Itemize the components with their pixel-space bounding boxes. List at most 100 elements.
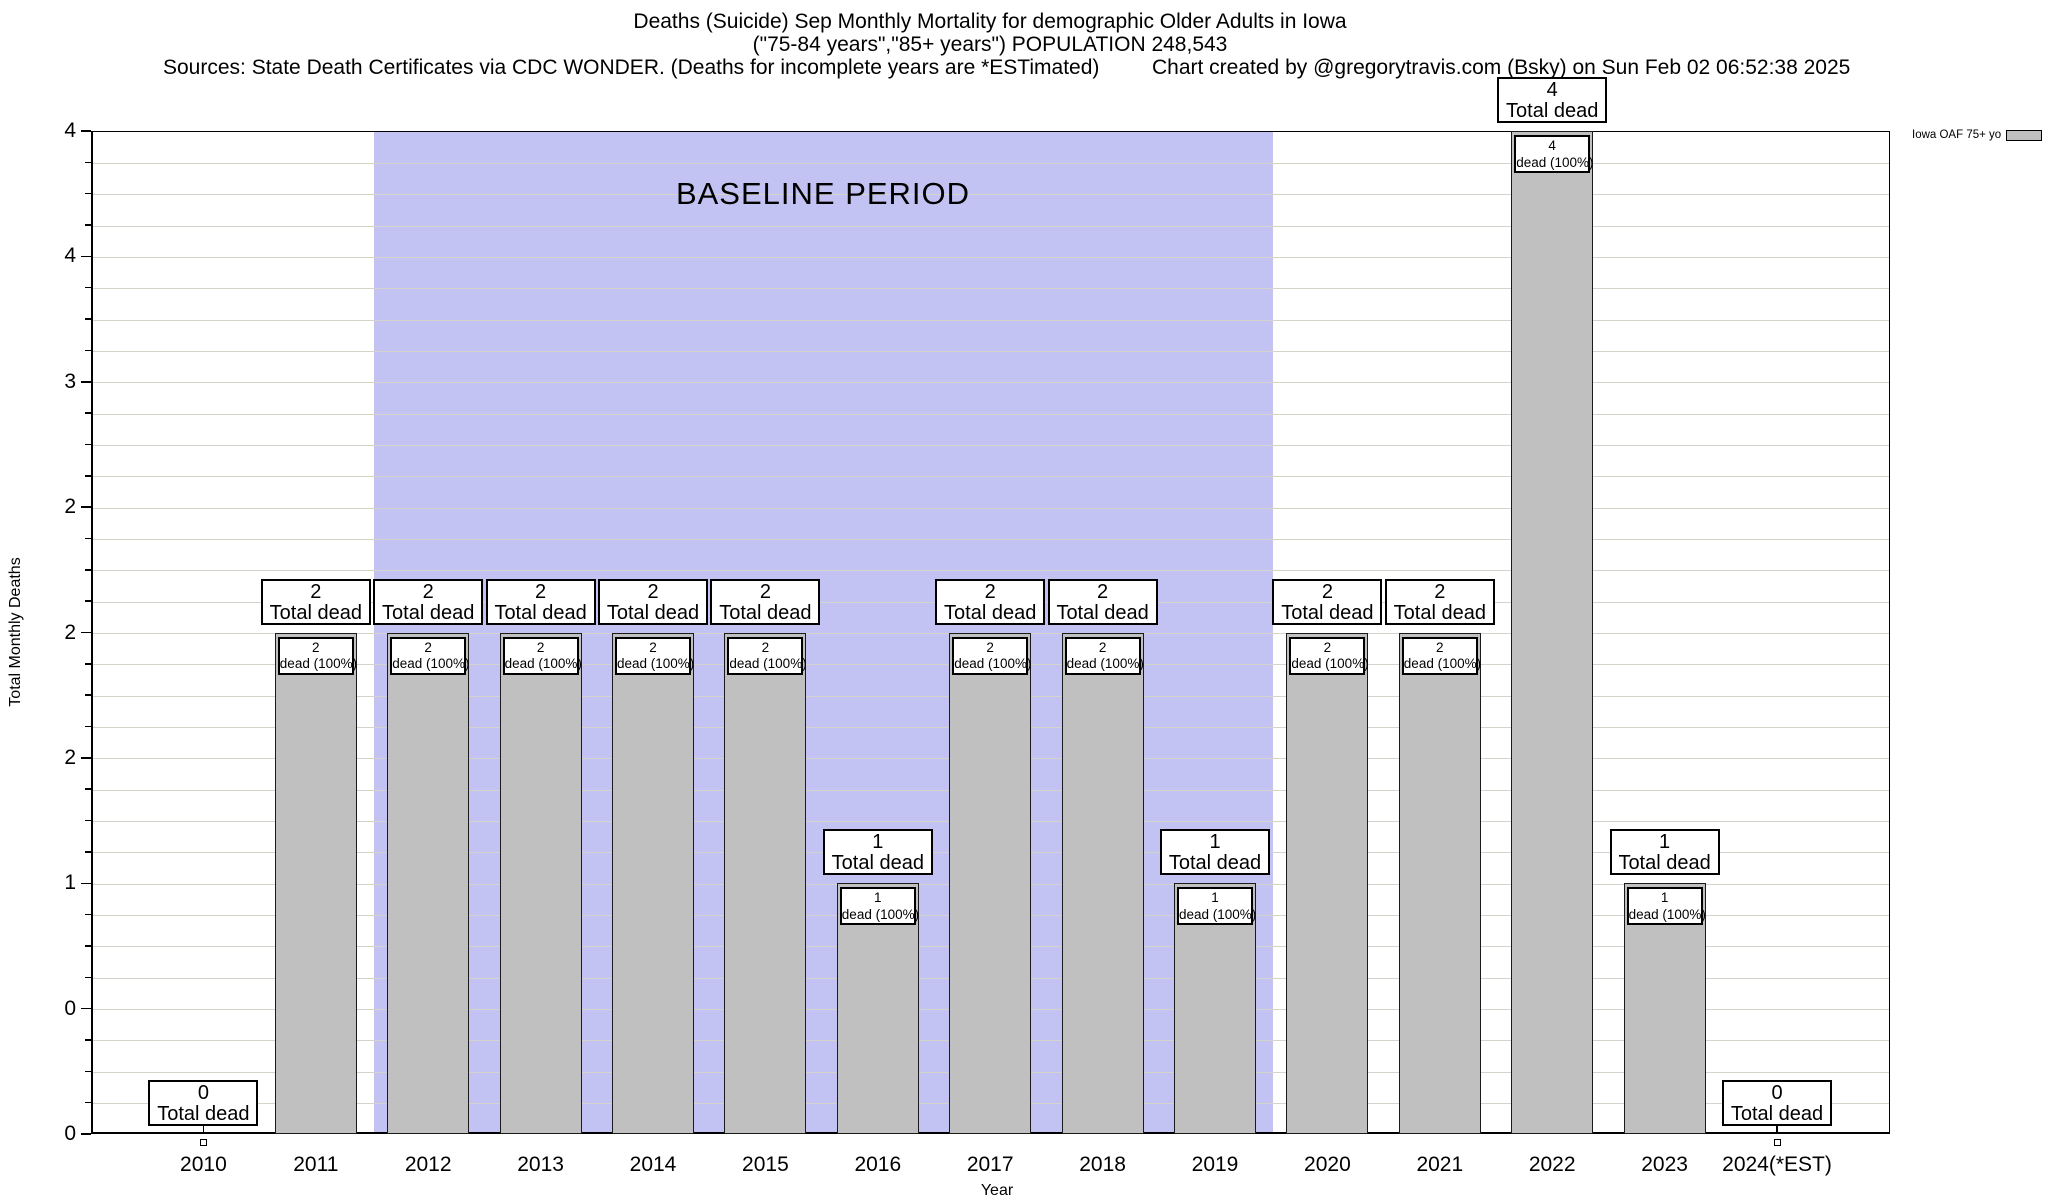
bar-label-pct-2023: 1 dead (100%) [1626, 887, 1706, 926]
pct-value: 2 [1436, 639, 1444, 655]
y-tick-label: 1 [64, 871, 76, 895]
x-tick-label-2022: 2022 [1528, 1153, 1576, 1176]
total-value: 0 [1771, 1082, 1783, 1104]
y-minor-tick [85, 1070, 91, 1073]
total-text: Total dead [269, 601, 362, 624]
bar-label-pct-2016: 1 dead (100%) [839, 887, 919, 926]
y-minor-tick [85, 725, 91, 728]
x-tick-label-2015: 2015 [742, 1153, 789, 1176]
pct-text: dead (100%) [729, 656, 807, 671]
total-value: 2 [535, 580, 547, 603]
bar-label-pct-2012: 2 dead (100%) [390, 636, 470, 675]
zero-marker-2024(*EST) [1773, 1139, 1781, 1146]
y-minor-tick [85, 945, 91, 947]
bar-2020 [1286, 632, 1369, 1134]
bar-label-pct-2021: 2 dead (100%) [1401, 636, 1481, 675]
bar-label-total-2010: 0 Total dead [148, 1080, 259, 1126]
y-tick-label: 2 [64, 620, 76, 644]
total-value: 2 [647, 580, 659, 603]
x-tick-label-2011: 2011 [293, 1153, 339, 1176]
y-tick-label: 0 [64, 996, 76, 1020]
y-minor-tick [85, 1039, 91, 1041]
bar-label-pct-2019: 1 dead (100%) [1177, 887, 1256, 926]
y-minor-tick [85, 694, 91, 696]
legend-series-label: Iowa OAF 75+ yo [1912, 129, 2002, 141]
y-major-tick [81, 255, 91, 258]
y-minor-tick [85, 475, 91, 477]
pct-text: dead (100%) [279, 656, 358, 671]
bar-2018 [1061, 632, 1144, 1134]
bar-2014 [612, 632, 694, 1134]
y-minor-tick [85, 976, 91, 979]
y-minor-tick [85, 443, 91, 446]
x-tick-label-2024(*EST): 2024(*EST) [1722, 1153, 1832, 1176]
total-text: Total dead [1168, 852, 1262, 875]
y-major-tick [81, 757, 91, 759]
chart-sources-note: Sources: State Death Certificates via CD… [163, 56, 1100, 79]
gridline [93, 288, 1889, 290]
total-value: 2 [984, 580, 996, 603]
x-tick-label-2020: 2020 [1304, 1153, 1351, 1176]
gridline [93, 570, 1889, 572]
bar-label-pct-2022: 4 dead (100%) [1514, 135, 1594, 173]
total-value: 2 [1434, 580, 1446, 603]
x-tick-label-2023: 2023 [1641, 1153, 1688, 1176]
y-tick-label: 3 [64, 369, 76, 393]
zero-leader-line-2024(*EST) [1776, 1126, 1778, 1134]
bar-label-total-2015: 2 Total dead [710, 578, 821, 625]
bar-label-total-2019: 1 Total dead [1160, 829, 1270, 876]
y-minor-tick [85, 569, 91, 571]
pct-value: 1 [874, 890, 882, 906]
y-major-tick [81, 381, 91, 383]
pct-value: 2 [1323, 639, 1332, 655]
gridline [93, 225, 1889, 227]
bar-2021 [1398, 632, 1481, 1134]
gridline [93, 538, 1889, 540]
bar-label-pct-2013: 2 dead (100%) [502, 636, 582, 675]
bar-2012 [387, 632, 470, 1134]
bar-2017 [949, 632, 1032, 1134]
pct-text: dead (100%) [1066, 656, 1144, 671]
pct-text: dead (100%) [1628, 906, 1706, 922]
bar-label-total-2020: 2 Total dead [1272, 578, 1383, 625]
y-minor-tick [85, 819, 91, 822]
bar-label-total-2013: 2 Total dead [485, 578, 596, 625]
x-tick-label-2013: 2013 [517, 1153, 564, 1176]
pct-text: dead (100%) [1291, 656, 1369, 671]
bar-label-pct-2018: 2 dead (100%) [1064, 636, 1144, 675]
pct-text: dead (100%) [504, 656, 582, 671]
y-minor-tick [85, 161, 91, 164]
pct-value: 2 [761, 639, 770, 655]
legend: Iowa OAF 75+ yo [1912, 129, 2043, 141]
chart-subtitle: ("75-84 years","85+ years") POPULATION 2… [752, 33, 1228, 56]
pct-value: 2 [312, 639, 320, 655]
y-major-tick [81, 1007, 91, 1010]
bar-label-total-2017: 2 Total dead [935, 578, 1046, 625]
x-tick-label-2016: 2016 [854, 1153, 902, 1176]
total-text: Total dead [831, 852, 924, 875]
bar-2015 [724, 632, 807, 1134]
bar-label-total-2018: 2 Total dead [1047, 578, 1158, 625]
y-minor-tick [85, 788, 91, 790]
total-value: 1 [1659, 831, 1671, 854]
gridline [93, 413, 1889, 415]
y-axis-title: Total Monthly Deaths [7, 557, 24, 707]
pct-value: 2 [649, 639, 657, 655]
total-text: Total dead [944, 601, 1037, 624]
y-major-tick [81, 130, 91, 132]
y-minor-tick [85, 537, 91, 540]
y-minor-tick [85, 600, 91, 602]
bar-label-total-2023: 1 Total dead [1609, 829, 1720, 876]
pct-text: dead (100%) [954, 656, 1032, 671]
chart-credit-note: Chart created by @gregorytravis.com (Bsk… [1152, 56, 1851, 79]
bar-label-pct-2014: 2 dead (100%) [615, 636, 694, 675]
y-minor-tick [85, 663, 91, 665]
bar-label-total-2022: 4 Total dead [1497, 77, 1608, 123]
y-minor-tick [85, 192, 91, 195]
total-value: 2 [310, 580, 322, 603]
gridline [93, 162, 1889, 164]
y-major-tick [81, 631, 91, 634]
x-tick-label-2021: 2021 [1416, 1153, 1464, 1176]
bar-2013 [499, 632, 582, 1134]
pct-value: 2 [536, 639, 545, 655]
